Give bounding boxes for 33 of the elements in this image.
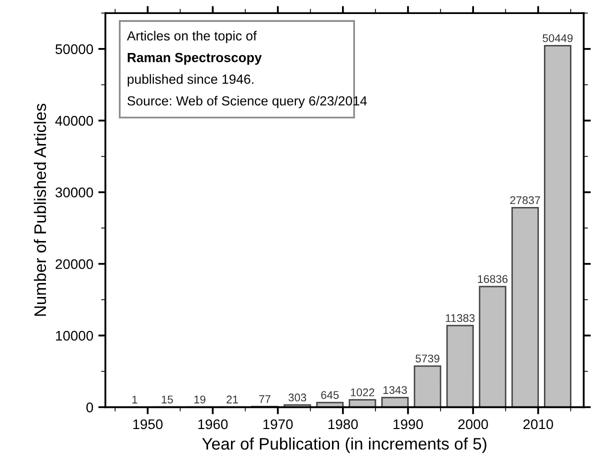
data-label: 1343: [383, 386, 407, 394]
y-axis-title: Number of Published Articles: [34, 104, 46, 316]
y-tick-label: 40000: [55, 116, 94, 126]
y-tick-label: 0: [86, 402, 94, 412]
y-tick-label: 20000: [56, 259, 94, 270]
data-label: 16836: [478, 275, 508, 283]
annotation: published since 1946.: [128, 74, 254, 86]
y-tick-label: 10000: [56, 330, 94, 341]
data-label: 303: [288, 394, 306, 402]
x-tick-label: 1970: [263, 419, 293, 430]
data-label: 1022: [350, 388, 374, 396]
annotation: Raman Spectroscopy: [128, 52, 262, 65]
x-tick-label: 2010: [523, 419, 554, 430]
x-tick-label: 1950: [133, 419, 163, 430]
data-label: 5739: [416, 354, 440, 362]
data-label: 50449: [542, 34, 573, 42]
x-tick-label: 1990: [394, 419, 423, 430]
x-tick-label: 1960: [198, 419, 228, 430]
data-label: 15: [162, 396, 173, 404]
data-label: 19: [194, 396, 206, 404]
x-tick-label: 1980: [328, 419, 358, 430]
data-label: 21: [226, 396, 238, 404]
data-label: 645: [321, 391, 339, 399]
x-axis-title: Year of Publication (in increments of 5): [202, 437, 486, 453]
y-tick-label: 50000: [56, 44, 94, 54]
annotation: Source: Web of Science query 6/23/2014: [128, 96, 367, 108]
data-label: 27837: [510, 196, 540, 204]
data-label: 77: [259, 395, 270, 403]
data-label: 11383: [446, 314, 475, 322]
x-tick-label: 2000: [458, 419, 488, 430]
y-tick-label: 30000: [55, 188, 94, 198]
annotation: Articles on the topic of: [126, 30, 257, 44]
data-label: 1: [132, 396, 138, 404]
